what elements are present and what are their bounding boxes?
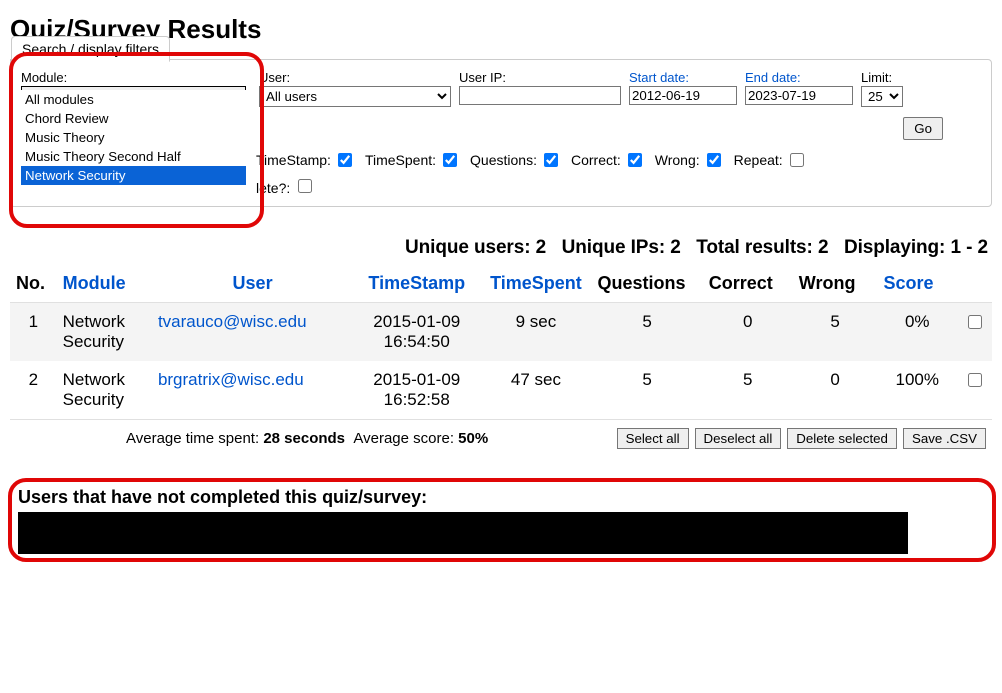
module-option[interactable]: All modules bbox=[21, 90, 246, 109]
delete-selected-button[interactable]: Delete selected bbox=[787, 428, 897, 449]
cell-wrong: 0 bbox=[793, 361, 878, 419]
cb-correct[interactable]: Correct: bbox=[571, 150, 645, 170]
cell-checkbox bbox=[957, 361, 992, 419]
displaying-label: Displaying: bbox=[844, 237, 945, 258]
cb-correct-input[interactable] bbox=[628, 153, 642, 167]
select-all-button[interactable]: Select all bbox=[617, 428, 689, 449]
th-module[interactable]: Module bbox=[57, 265, 152, 303]
filters-panel: Search / display filters Module: Network… bbox=[10, 59, 992, 207]
user-label: User: bbox=[259, 70, 451, 85]
results-table: No. Module User TimeStamp TimeSpent Ques… bbox=[10, 265, 992, 419]
cb-timespent-input[interactable] bbox=[443, 153, 457, 167]
cell-timestamp: 2015-01-09 16:54:50 bbox=[353, 303, 480, 362]
th-questions: Questions bbox=[592, 265, 703, 303]
cell-module: Network Security bbox=[57, 361, 152, 419]
row-checkbox[interactable] bbox=[968, 315, 982, 329]
cb-timestamp-input[interactable] bbox=[338, 153, 352, 167]
cb-label: Wrong: bbox=[655, 152, 700, 168]
cb-timespent[interactable]: TimeSpent: bbox=[365, 150, 460, 170]
module-option[interactable]: Chord Review bbox=[21, 109, 246, 128]
cell-timestamp: 2015-01-09 16:52:58 bbox=[353, 361, 480, 419]
limit-select[interactable]: 25 bbox=[861, 86, 903, 107]
limit-label: Limit: bbox=[861, 70, 903, 85]
displaying-value: 1 - 2 bbox=[950, 237, 988, 258]
cell-checkbox bbox=[957, 303, 992, 362]
stats-row: Unique users: 2 Unique IPs: 2 Total resu… bbox=[10, 237, 992, 259]
module-dropdown: All modules Chord Review Music Theory Mu… bbox=[21, 90, 246, 185]
cell-questions: 5 bbox=[592, 303, 703, 362]
save-csv-button[interactable]: Save .CSV bbox=[903, 428, 986, 449]
cb-label: Repeat: bbox=[734, 152, 783, 168]
module-option[interactable]: Music Theory Second Half bbox=[21, 147, 246, 166]
cell-questions: 5 bbox=[592, 361, 703, 419]
module-label: Module: bbox=[21, 70, 251, 85]
total-results-label: Total results: bbox=[696, 237, 813, 258]
cb-label: TimeStamp: bbox=[256, 152, 331, 168]
user-link[interactable]: brgratrix@wisc.edu bbox=[158, 370, 304, 389]
user-select[interactable]: All users bbox=[259, 86, 451, 107]
th-no: No. bbox=[10, 265, 57, 303]
start-date-label[interactable]: Start date: bbox=[629, 70, 737, 85]
module-option[interactable]: Music Theory bbox=[21, 128, 246, 147]
cell-user: brgratrix@wisc.edu bbox=[152, 361, 353, 419]
unique-ips-value: 2 bbox=[670, 237, 680, 258]
end-date-label[interactable]: End date: bbox=[745, 70, 853, 85]
cb-repeat-input[interactable] bbox=[790, 153, 804, 167]
cb-timestamp[interactable]: TimeStamp: bbox=[256, 150, 355, 170]
start-date-input[interactable] bbox=[629, 86, 737, 105]
total-results-value: 2 bbox=[818, 237, 828, 258]
cb-questions[interactable]: Questions: bbox=[470, 150, 561, 170]
user-ip-label: User IP: bbox=[459, 70, 621, 85]
incomplete-title: Users that have not completed this quiz/… bbox=[18, 487, 984, 508]
th-timespent[interactable]: TimeSpent bbox=[480, 265, 591, 303]
cell-timespent: 9 sec bbox=[480, 303, 591, 362]
cb-wrong-input[interactable] bbox=[707, 153, 721, 167]
cb-label: Correct: bbox=[571, 152, 621, 168]
cell-score: 0% bbox=[878, 303, 957, 362]
th-user[interactable]: User bbox=[152, 265, 353, 303]
incomplete-section: Users that have not completed this quiz/… bbox=[10, 481, 992, 564]
cell-user: tvarauco@wisc.edu bbox=[152, 303, 353, 362]
cb-delete-input[interactable] bbox=[298, 179, 312, 193]
unique-ips-label: Unique IPs: bbox=[562, 237, 665, 258]
cell-module: Network Security bbox=[57, 303, 152, 362]
table-row: 2Network Security brgratrix@wisc.edu 2015-… bbox=[10, 361, 992, 419]
cell-no: 1 bbox=[10, 303, 57, 362]
cell-correct: 5 bbox=[703, 361, 793, 419]
end-date-input[interactable] bbox=[745, 86, 853, 105]
cb-wrong[interactable]: Wrong: bbox=[655, 150, 724, 170]
cb-label: lete?: bbox=[256, 180, 290, 196]
deselect-all-button[interactable]: Deselect all bbox=[695, 428, 782, 449]
th-correct: Correct bbox=[703, 265, 793, 303]
cb-delete[interactable]: lete?: bbox=[256, 176, 315, 196]
th-wrong: Wrong bbox=[793, 265, 878, 303]
filters-tab[interactable]: Search / display filters bbox=[11, 36, 170, 62]
go-button[interactable]: Go bbox=[903, 117, 943, 140]
table-footer: Average time spent: 28 seconds Average s… bbox=[10, 419, 992, 457]
row-checkbox[interactable] bbox=[968, 373, 982, 387]
cb-questions-input[interactable] bbox=[544, 153, 558, 167]
footer-averages: Average time spent: 28 seconds Average s… bbox=[126, 430, 488, 447]
cell-correct: 0 bbox=[703, 303, 793, 362]
user-link[interactable]: tvarauco@wisc.edu bbox=[158, 312, 307, 331]
unique-users-value: 2 bbox=[536, 237, 546, 258]
table-row: 1Network Security tvarauco@wisc.edu 2015-0… bbox=[10, 303, 992, 362]
cell-timespent: 47 sec bbox=[480, 361, 591, 419]
th-score[interactable]: Score bbox=[878, 265, 957, 303]
unique-users-label: Unique users: bbox=[405, 237, 530, 258]
th-timestamp[interactable]: TimeStamp bbox=[353, 265, 480, 303]
cell-wrong: 5 bbox=[793, 303, 878, 362]
cb-repeat[interactable]: Repeat: bbox=[734, 150, 807, 170]
cell-score: 100% bbox=[878, 361, 957, 419]
cb-label: Questions: bbox=[470, 152, 537, 168]
redacted-users-bar bbox=[18, 512, 908, 554]
user-ip-input[interactable] bbox=[459, 86, 621, 105]
cb-label: TimeSpent: bbox=[365, 152, 436, 168]
module-option-selected[interactable]: Network Security bbox=[21, 166, 246, 185]
cell-no: 2 bbox=[10, 361, 57, 419]
